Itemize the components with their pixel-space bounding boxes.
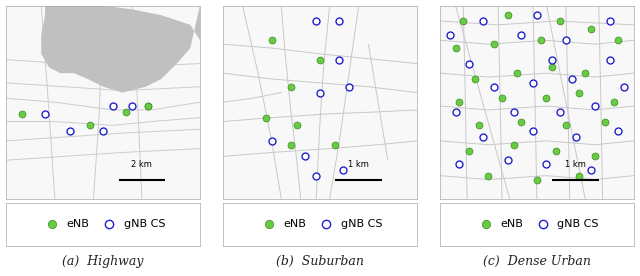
Text: 1 km: 1 km [348,160,369,169]
Polygon shape [41,6,200,92]
Text: (b)  Suburban: (b) Suburban [276,255,364,268]
Text: 2 km: 2 km [131,160,152,169]
Text: (a)  Highway: (a) Highway [63,255,144,268]
Legend: eNB, gNB CS: eNB, gNB CS [39,217,168,232]
Legend: eNB, gNB CS: eNB, gNB CS [472,217,601,232]
Text: (c)  Dense Urban: (c) Dense Urban [483,255,591,268]
Text: 1 km: 1 km [565,160,586,169]
Legend: eNB, gNB CS: eNB, gNB CS [255,217,385,232]
